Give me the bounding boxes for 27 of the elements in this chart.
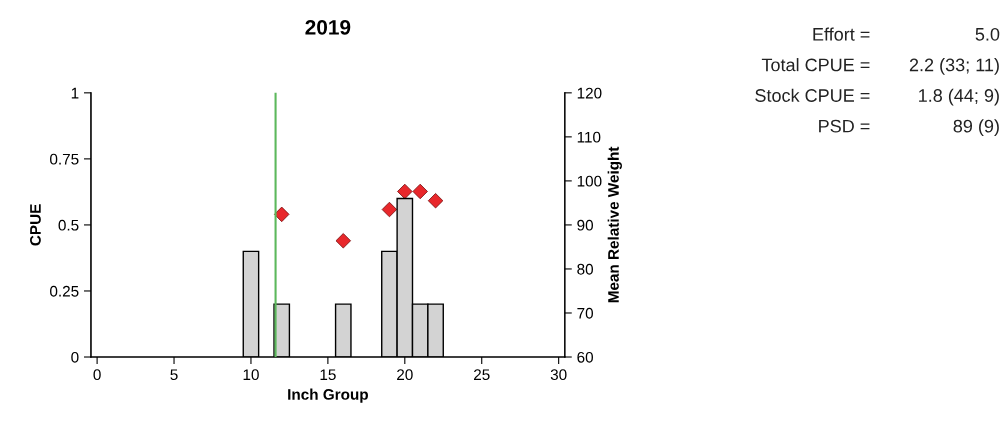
x-tick-label: 25: [474, 369, 490, 381]
y2-tick-label: 80: [577, 263, 594, 275]
y-tick-label: 0: [71, 351, 79, 363]
x-tick-label: 0: [93, 369, 101, 381]
y2-tick-label: 110: [577, 131, 601, 143]
text: Effort = 5.0: [813, 27, 1000, 41]
y2-axis-title: Mean Relative Weight: [607, 146, 622, 303]
text: PSD = 89 (9): [819, 119, 999, 137]
x-tick-label: 10: [243, 369, 259, 381]
y-axis-title: CPUE: [30, 204, 41, 246]
y2-tick-label: 120: [577, 87, 602, 99]
y2-tick-label: 100: [577, 175, 602, 187]
y-tick-label: 0.75: [50, 153, 79, 165]
y2-tick-label: 60: [577, 351, 594, 363]
y2-tick-label: 90: [577, 219, 594, 231]
chart-title: 2019: [305, 19, 351, 35]
x-tick-label: 15: [320, 369, 336, 381]
y2-tick-label: 70: [577, 307, 594, 319]
x-tick-label: 20: [397, 369, 413, 381]
y-tick-label: 0.25: [50, 285, 79, 297]
x-tick-label: 30: [550, 369, 567, 381]
y-tick-label: 0.5: [58, 219, 79, 231]
x-tick-label: 5: [170, 369, 178, 381]
y-tick-label: 1: [71, 87, 79, 99]
text: Stock CPUE = 1.8 (44; 9): [755, 88, 999, 106]
text: Total CPUE = 2.2 (33; 11): [761, 58, 999, 75]
x-axis-title: Inch Group: [288, 388, 368, 403]
